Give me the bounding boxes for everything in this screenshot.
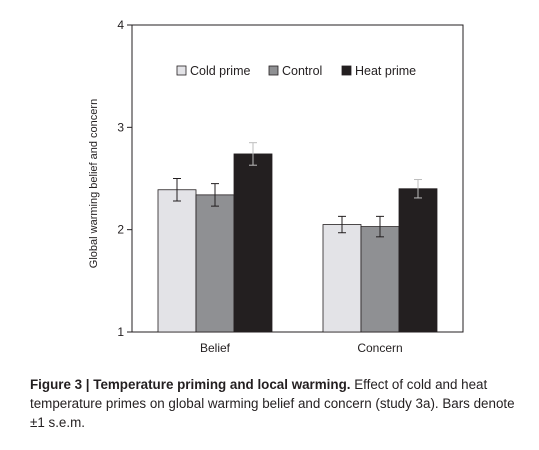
legend-swatch <box>268 65 279 76</box>
bar-control <box>195 194 235 333</box>
legend-label: Heat prime <box>355 64 416 78</box>
axes: 1 2 3 4 <box>117 18 464 339</box>
y-tick-label: 4 <box>117 18 124 32</box>
caption-body: Effect of cold and heat temperature prim… <box>30 377 515 430</box>
bar-control <box>360 226 400 333</box>
axis-labels: Global warming belief and concern Belief C… <box>88 99 403 355</box>
legend: Cold prime Control Heat prime <box>176 64 416 78</box>
x-category-label: Concern <box>357 341 402 355</box>
bar-cold-prime <box>157 189 197 333</box>
legend-swatch <box>341 65 352 76</box>
y-tick-label: 3 <box>117 120 124 134</box>
x-category-label: Belief <box>200 341 231 355</box>
bar-heat-prime <box>398 188 438 333</box>
bar-cold-prime <box>322 224 362 333</box>
y-tick-label: 1 <box>117 325 124 339</box>
bars <box>157 142 438 333</box>
legend-swatch <box>176 65 187 76</box>
y-tick-label: 2 <box>117 223 124 237</box>
figure-caption: Figure 3 | Temperature priming and local… <box>30 375 530 432</box>
legend-label: Cold prime <box>190 64 250 78</box>
chart-figure: 1 2 3 4 Global warming belief and concern Be… <box>88 18 464 355</box>
bar-heat-prime <box>233 153 273 333</box>
y-axis-title: Global warming belief and concern <box>88 99 100 268</box>
caption-lead: Figure 3 | Temperature priming and local… <box>30 377 351 392</box>
plot-frame <box>131 24 464 333</box>
legend-label: Control <box>282 64 322 78</box>
bar-chart: 1 2 3 4 Global warming belief and concern Be… <box>88 18 464 355</box>
